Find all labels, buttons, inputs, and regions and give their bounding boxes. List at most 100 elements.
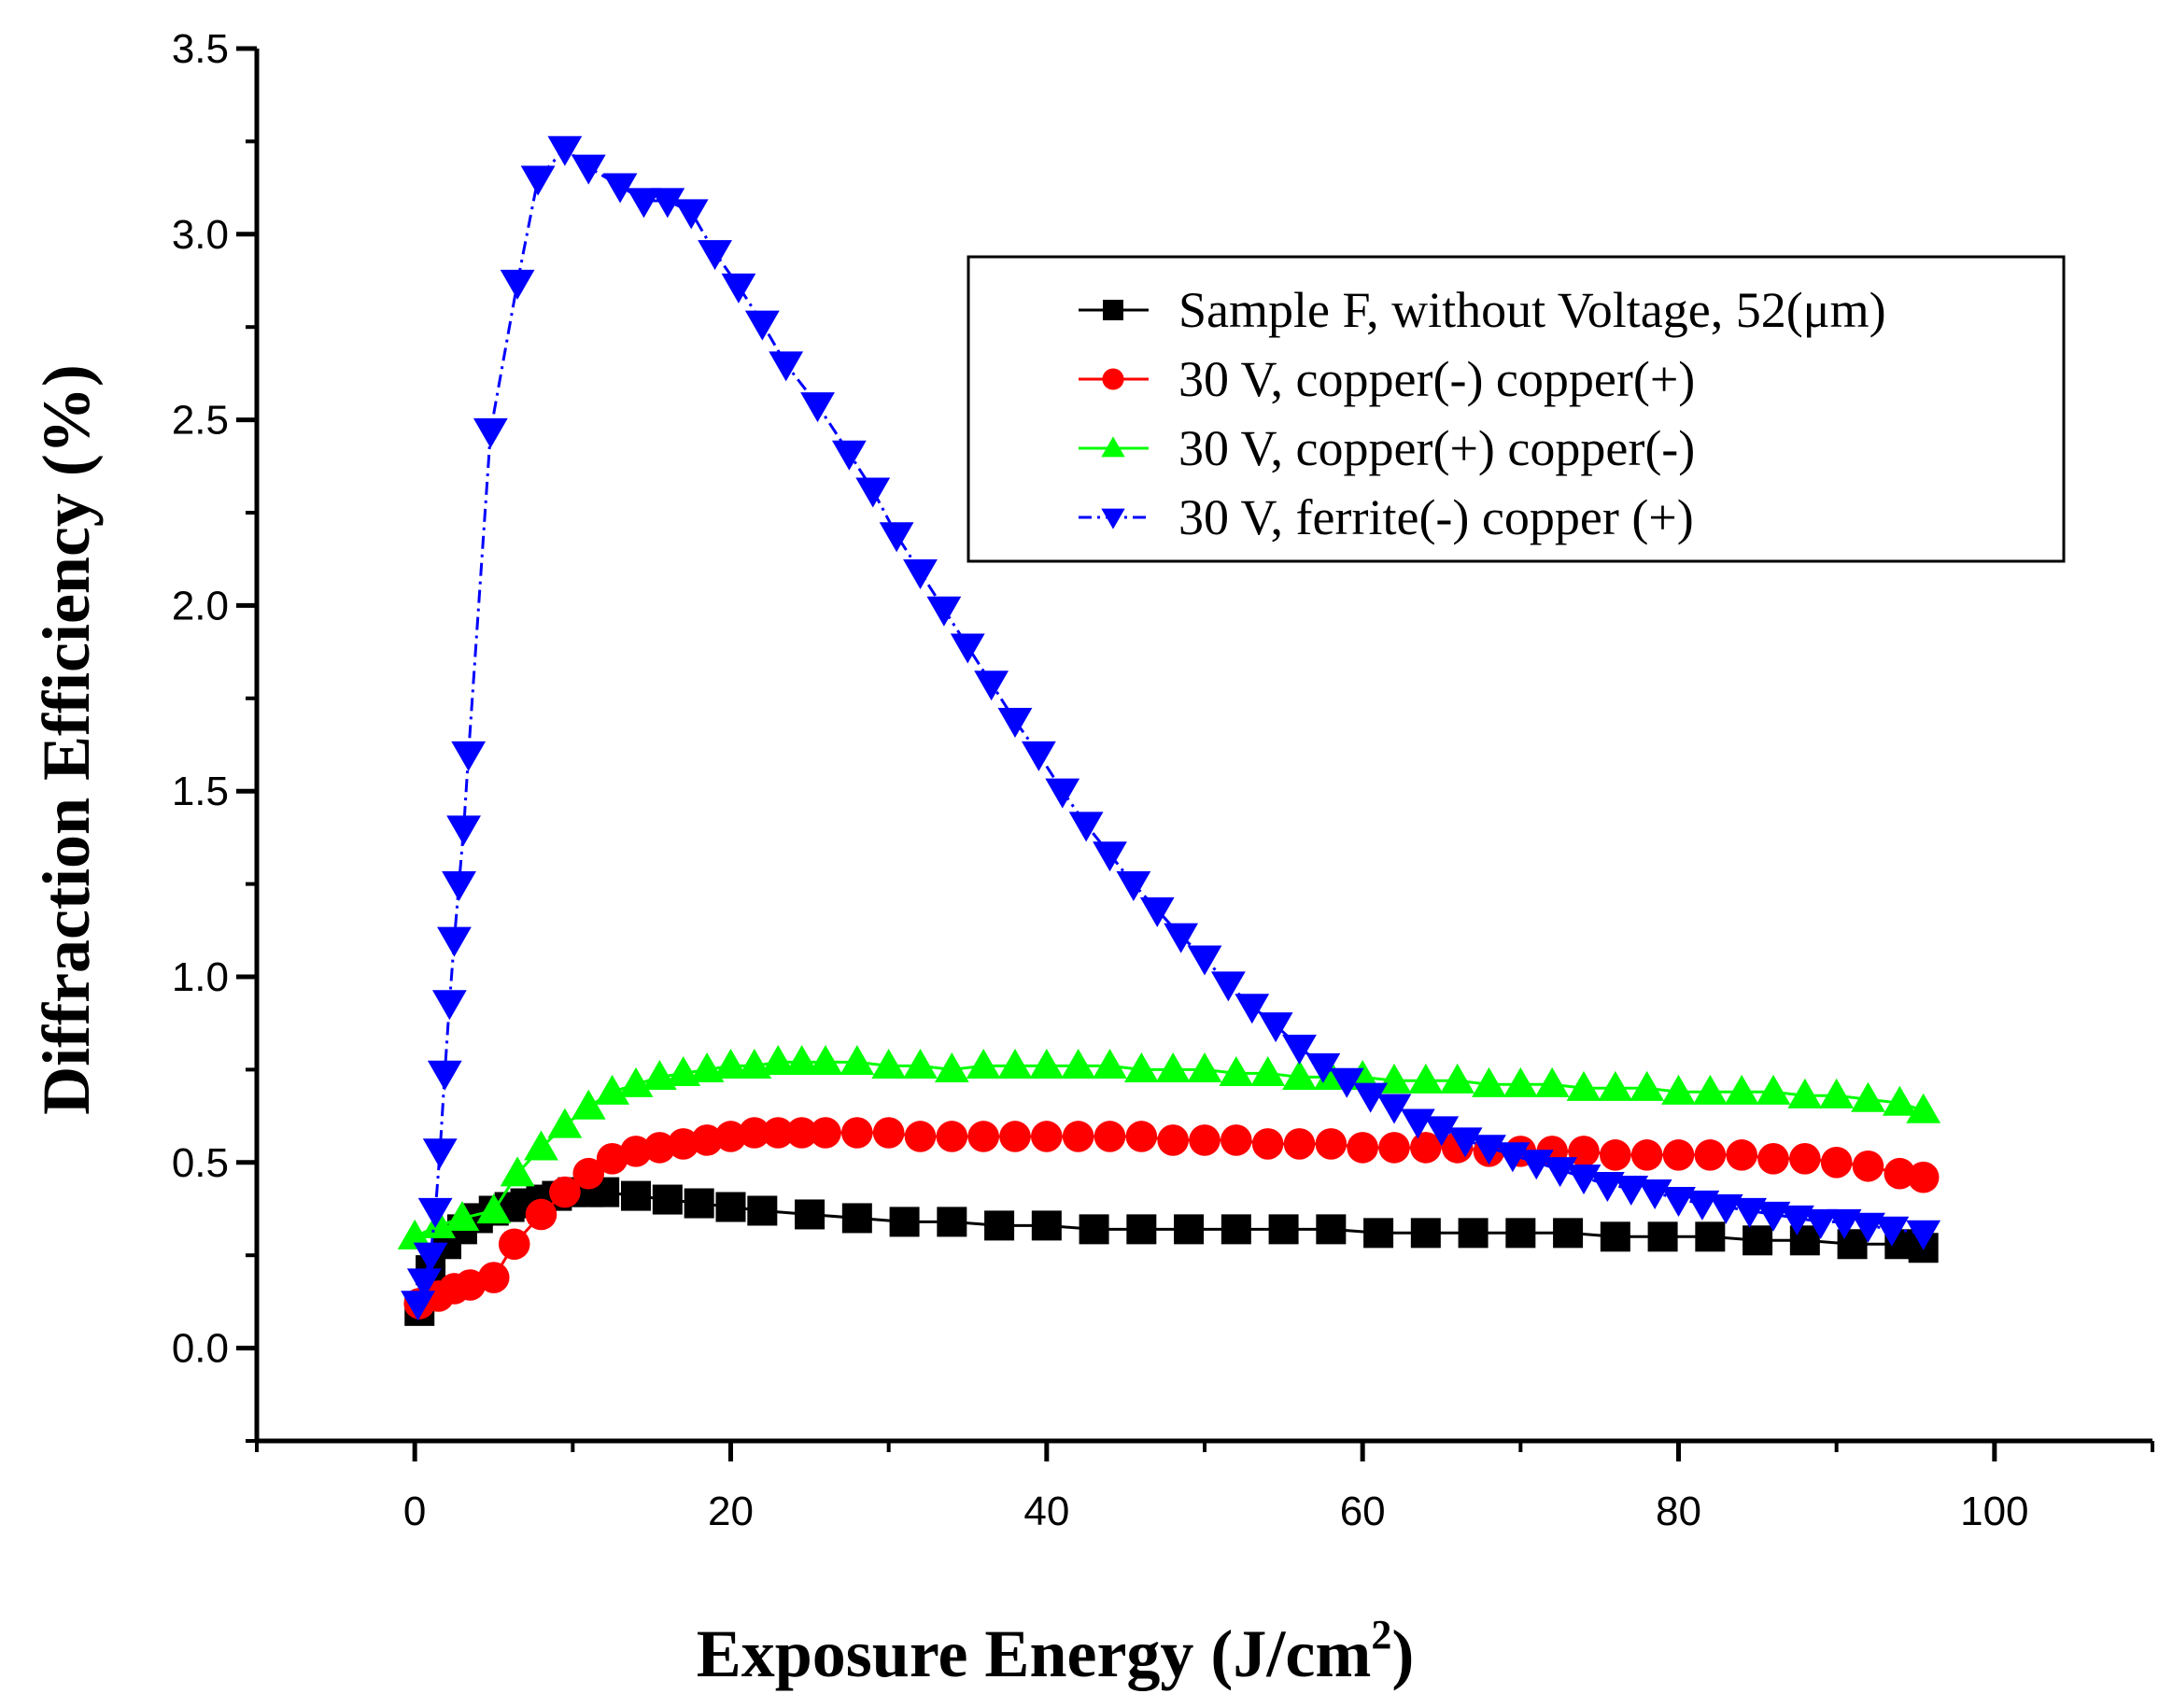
data-point bbox=[442, 871, 476, 901]
x-tick-label: 80 bbox=[1656, 1489, 1701, 1534]
data-point bbox=[1757, 1143, 1789, 1175]
data-point bbox=[1316, 1214, 1347, 1245]
data-point bbox=[1820, 1147, 1853, 1179]
data-point bbox=[1174, 1214, 1205, 1245]
data-point bbox=[1819, 1078, 1855, 1108]
y-tick-label: 1.5 bbox=[172, 769, 229, 814]
data-point bbox=[1534, 1066, 1570, 1097]
data-point bbox=[1189, 1124, 1221, 1156]
series-2 bbox=[403, 1117, 1940, 1320]
data-point bbox=[1661, 1186, 1696, 1217]
data-point bbox=[1031, 1121, 1063, 1152]
data-point bbox=[769, 351, 804, 382]
data-point bbox=[1250, 1055, 1286, 1086]
data-point bbox=[1283, 1128, 1316, 1160]
data-point bbox=[477, 1262, 510, 1293]
data-point bbox=[422, 1138, 458, 1169]
data-point bbox=[1408, 1063, 1444, 1094]
data-point bbox=[800, 392, 835, 423]
legend-label: 30 V, ferrite(-) copper (+) bbox=[1178, 489, 1694, 545]
data-point bbox=[903, 1049, 938, 1080]
data-point bbox=[1906, 1093, 1941, 1123]
data-point bbox=[1329, 1067, 1364, 1098]
data-point bbox=[1093, 841, 1127, 872]
data-point bbox=[1661, 1074, 1696, 1105]
data-point bbox=[715, 1192, 746, 1222]
data-point bbox=[1125, 1121, 1158, 1152]
data-point bbox=[417, 1197, 453, 1228]
data-point bbox=[1851, 1212, 1885, 1243]
data-point bbox=[547, 135, 583, 166]
data-point bbox=[744, 310, 780, 341]
data-point bbox=[698, 240, 732, 271]
data-point bbox=[997, 1049, 1033, 1080]
data-point bbox=[1061, 1049, 1096, 1080]
data-point bbox=[1079, 1214, 1109, 1245]
data-point bbox=[714, 1121, 747, 1152]
data-point bbox=[1376, 1094, 1412, 1124]
data-point bbox=[1852, 1150, 1884, 1182]
data-point bbox=[785, 1117, 818, 1149]
data-point bbox=[903, 559, 938, 590]
data-point bbox=[840, 1045, 875, 1076]
data-point bbox=[1210, 971, 1246, 1002]
data-point bbox=[627, 188, 661, 219]
data-point bbox=[739, 1117, 770, 1149]
data-point bbox=[642, 1059, 677, 1090]
data-point bbox=[1305, 1052, 1341, 1083]
data-point bbox=[1732, 1197, 1768, 1228]
data-point bbox=[397, 1219, 432, 1249]
data-point bbox=[500, 1156, 535, 1187]
data-point bbox=[1724, 1074, 1759, 1105]
data-point bbox=[1598, 1070, 1633, 1101]
data-point bbox=[1566, 1070, 1602, 1101]
data-point bbox=[1787, 1078, 1823, 1108]
data-point bbox=[841, 1117, 873, 1149]
data-point bbox=[1116, 871, 1151, 901]
data-point bbox=[1219, 1055, 1254, 1086]
data-point bbox=[572, 1157, 605, 1190]
data-point bbox=[936, 1121, 968, 1152]
axes: 0.0 0.5 1.0 1.5 2.0 2.5 3.0 3.5 0 20 40 60 80 100 bbox=[172, 26, 2154, 1534]
data-point bbox=[855, 477, 891, 508]
data-point bbox=[784, 1045, 820, 1076]
data-point bbox=[1882, 1085, 1917, 1116]
data-point bbox=[1851, 1081, 1885, 1112]
data-point bbox=[1589, 1172, 1625, 1203]
data-point bbox=[1662, 1139, 1695, 1171]
data-point bbox=[476, 1193, 512, 1224]
data-point bbox=[1187, 945, 1222, 976]
data-point bbox=[808, 1045, 843, 1076]
data-point bbox=[1157, 1124, 1189, 1156]
data-point bbox=[1093, 1049, 1127, 1080]
data-point bbox=[1614, 1176, 1649, 1207]
data-point bbox=[1694, 1139, 1727, 1171]
data-point bbox=[498, 1228, 530, 1261]
data-point bbox=[1756, 1201, 1791, 1232]
legend: Sample F, without Voltage, 52(μm) 30 V, c… bbox=[967, 255, 2066, 563]
data-point bbox=[446, 815, 482, 846]
data-point bbox=[1440, 1063, 1475, 1094]
data-point bbox=[889, 1207, 920, 1237]
data-point bbox=[1139, 896, 1175, 927]
data-point bbox=[934, 1052, 969, 1082]
data-point bbox=[620, 1136, 652, 1167]
data-point bbox=[1126, 1214, 1157, 1245]
x-axis-title-superscript: 2 bbox=[1371, 1612, 1391, 1658]
data-point bbox=[999, 1121, 1031, 1152]
data-point bbox=[831, 440, 867, 471]
data-point bbox=[571, 154, 606, 185]
data-point bbox=[1827, 1208, 1862, 1239]
legend-marker bbox=[1103, 300, 1123, 320]
data-point bbox=[444, 1201, 480, 1232]
data-point bbox=[1726, 1139, 1757, 1171]
data-point bbox=[525, 1198, 557, 1231]
data-point bbox=[406, 1268, 442, 1299]
data-point bbox=[1353, 1082, 1389, 1113]
x-tick-label: 60 bbox=[1340, 1489, 1386, 1534]
x-tick-label: 40 bbox=[1023, 1489, 1069, 1534]
series-4 bbox=[401, 135, 1941, 1321]
data-point bbox=[1907, 1161, 1940, 1193]
data-point bbox=[1695, 1221, 1726, 1252]
data-point bbox=[879, 522, 914, 553]
